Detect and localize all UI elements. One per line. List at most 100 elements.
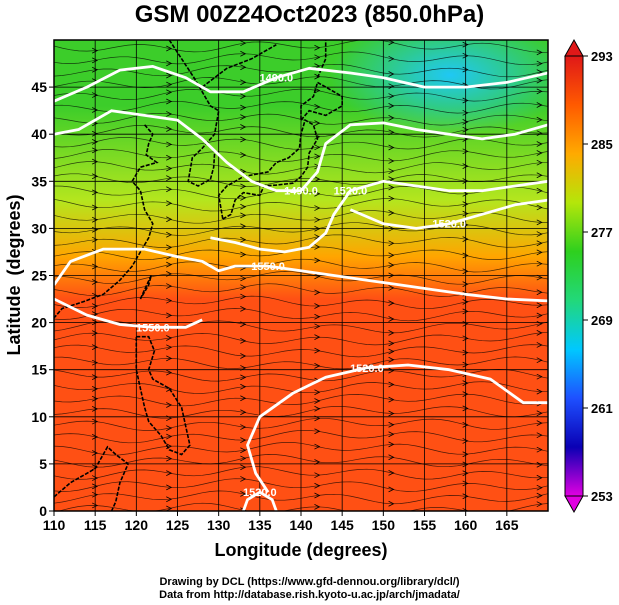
flow-arrow bbox=[462, 361, 469, 368]
flow-arrow bbox=[314, 54, 321, 61]
flow-arrow bbox=[462, 97, 469, 104]
flow-arrow bbox=[536, 492, 543, 499]
y-tick-label: 30 bbox=[31, 220, 47, 236]
flow-arrow bbox=[536, 130, 543, 137]
flow-arrow bbox=[462, 148, 469, 155]
flow-arrow bbox=[536, 312, 543, 319]
flow-arrow bbox=[314, 482, 321, 489]
y-tick-label: 15 bbox=[31, 362, 47, 378]
flow-arrow bbox=[166, 200, 173, 207]
flow-arrow bbox=[166, 402, 173, 408]
coastline bbox=[316, 40, 327, 79]
flow-arrow bbox=[388, 168, 395, 175]
flow-arrow bbox=[166, 216, 173, 223]
flow-arrow bbox=[388, 176, 395, 183]
credit-data: Data from http://database.rish.kyoto-u.a… bbox=[159, 589, 460, 601]
flow-arrow bbox=[314, 472, 321, 479]
flow-arrow bbox=[462, 480, 469, 487]
flow-arrow bbox=[91, 173, 99, 180]
colorbar-top-arrow bbox=[564, 38, 584, 57]
colorbar-tick-label: 285 bbox=[591, 137, 613, 152]
flow-arrow bbox=[388, 500, 395, 507]
flow-arrow bbox=[536, 388, 543, 395]
flow-arrow bbox=[91, 386, 99, 392]
flow-arrow bbox=[240, 124, 247, 130]
y-axis: 0 5 10 15 20 25 30 35 40 45 bbox=[31, 79, 54, 519]
flow-arrow bbox=[536, 410, 543, 417]
flow-arrow bbox=[388, 252, 395, 259]
flow-arrow bbox=[388, 55, 395, 62]
flow-arrow bbox=[314, 176, 321, 183]
flow-arrow bbox=[536, 474, 543, 481]
flow-arrow bbox=[388, 71, 395, 77]
flow-arrow bbox=[240, 64, 247, 71]
flow-arrow bbox=[462, 438, 469, 444]
flow-arrow bbox=[240, 104, 247, 111]
flow-arrow bbox=[314, 216, 321, 223]
y-tick-label: 0 bbox=[39, 503, 47, 519]
flow-arrow bbox=[462, 451, 469, 458]
flow-arrow bbox=[388, 340, 395, 347]
flow-arrow bbox=[536, 231, 543, 237]
colorbar-body bbox=[564, 55, 584, 497]
flow-arrow bbox=[166, 175, 173, 182]
flow-arrow bbox=[166, 261, 173, 268]
flow-arrow bbox=[536, 260, 543, 267]
flow-arrow bbox=[166, 335, 173, 341]
flow-arrow bbox=[314, 144, 321, 151]
flow-arrow bbox=[536, 240, 543, 247]
flow-arrow bbox=[91, 204, 99, 211]
flow-arrow bbox=[388, 300, 395, 306]
flow-arrow bbox=[536, 320, 543, 327]
flow-arrow bbox=[314, 519, 319, 524]
flow-arrow bbox=[91, 303, 99, 309]
flow-arrow bbox=[91, 216, 99, 223]
flow-arrow bbox=[240, 203, 247, 210]
flow-arrow bbox=[536, 302, 543, 309]
flow-arrow bbox=[314, 87, 321, 94]
flow-arrow bbox=[388, 486, 395, 493]
flow-arrow bbox=[388, 144, 395, 151]
flow-arrow bbox=[314, 44, 321, 51]
credit-drawing: Drawing by DCL (https://www.gfd-dennou.o… bbox=[159, 576, 460, 588]
coastline bbox=[201, 44, 277, 88]
contour-line bbox=[242, 490, 278, 511]
flow-arrow bbox=[314, 289, 321, 296]
flow-arrow bbox=[91, 374, 99, 380]
flow-arrow bbox=[240, 152, 247, 158]
flow-arrow bbox=[388, 441, 395, 448]
flow-arrow bbox=[462, 201, 469, 207]
flow-arrow bbox=[314, 363, 321, 369]
flow-arrow bbox=[388, 316, 395, 322]
flow-arrow bbox=[314, 104, 321, 110]
flow-arrow bbox=[91, 92, 99, 98]
flow-arrow bbox=[166, 165, 173, 172]
x-tick-label: 120 bbox=[125, 517, 149, 533]
flow-arrow bbox=[462, 405, 469, 412]
flow-arrow bbox=[91, 491, 99, 498]
flow-arrow bbox=[462, 268, 469, 275]
flow-arrow bbox=[240, 40, 247, 47]
flow-arrow bbox=[240, 93, 247, 100]
flow-arrow bbox=[166, 98, 173, 105]
flow-arrow bbox=[536, 330, 543, 336]
flow-arrow bbox=[536, 219, 543, 226]
flow-arrow bbox=[166, 344, 173, 351]
flow-arrow bbox=[166, 484, 173, 491]
colorbar-tick-label: 253 bbox=[591, 489, 613, 504]
flow-arrow bbox=[314, 405, 321, 412]
flow-arrow bbox=[462, 335, 469, 342]
x-tick-label: 145 bbox=[330, 517, 354, 533]
flow-arrow bbox=[536, 501, 543, 508]
x-tick-label: 115 bbox=[84, 517, 107, 533]
flow-arrow bbox=[314, 257, 321, 264]
flow-arrow bbox=[240, 491, 247, 497]
flow-arrow bbox=[91, 147, 99, 154]
flow-arrow bbox=[462, 493, 469, 500]
flow-arrow bbox=[166, 312, 173, 319]
flow-arrow bbox=[91, 263, 99, 270]
flow-arrow bbox=[166, 231, 173, 238]
flow-arrow bbox=[388, 367, 395, 374]
flow-arrow bbox=[166, 89, 173, 96]
